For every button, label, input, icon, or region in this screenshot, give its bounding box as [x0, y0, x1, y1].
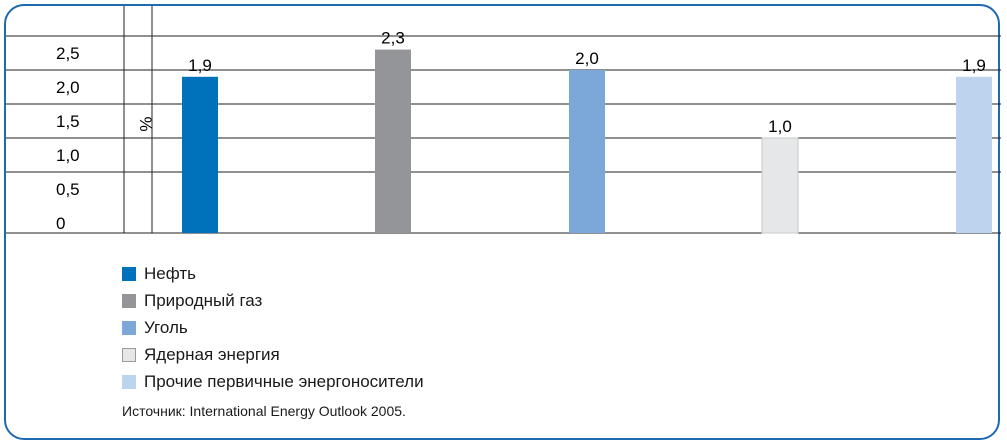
bar-value-label: 2,3 — [381, 29, 405, 48]
legend: Нефть Природный газ Уголь Ядерная энерги… — [122, 260, 424, 395]
legend-swatch-coal — [122, 320, 136, 335]
axis-lines — [123, 6, 153, 233]
legend-label-other: Прочие первичные энергоносители — [144, 371, 424, 391]
bar-value-label: 1,9 — [188, 56, 212, 75]
legend-item-nuclear: Ядерная энергия — [122, 341, 424, 368]
legend-swatch-oil — [122, 266, 136, 281]
bar — [182, 76, 218, 233]
y-tick-label: 1,5 — [56, 112, 80, 131]
y-tick-label: 2,0 — [56, 78, 80, 97]
legend-item-coal: Уголь — [122, 314, 424, 341]
bars — [182, 49, 992, 234]
y-axis-unit-label: % — [136, 116, 155, 131]
legend-swatch-other — [122, 374, 136, 389]
legend-item-gas: Природный газ — [122, 287, 424, 314]
grid-lines — [6, 35, 1001, 234]
legend-label-nuclear: Ядерная энергия — [144, 344, 280, 364]
y-tick-label: 0 — [56, 214, 65, 233]
legend-item-other: Прочие первичные энергоносители — [122, 368, 424, 395]
y-tick-label: 1,0 — [56, 146, 80, 165]
bar-value-label: 1,0 — [768, 117, 792, 136]
y-tick-labels: 0 0,5 1,0 1,5 2,0 2,5 — [56, 44, 80, 233]
value-labels: 1,9 2,3 2,0 1,0 1,9 — [188, 29, 986, 136]
legend-label-gas: Природный газ — [144, 290, 263, 310]
legend-item-oil: Нефть — [122, 260, 424, 287]
legend-label-coal: Уголь — [144, 317, 188, 337]
bar — [761, 137, 799, 234]
legend-swatch-gas — [122, 293, 136, 308]
bar — [569, 70, 605, 233]
bar-value-label: 1,9 — [962, 56, 986, 75]
source-note: Источник: International Energy Outlook 2… — [122, 403, 406, 419]
bar — [956, 76, 992, 233]
y-tick-label: 0,5 — [56, 180, 80, 199]
bar — [375, 49, 411, 233]
legend-label-oil: Нефть — [144, 263, 196, 283]
legend-swatch-nuclear — [122, 347, 136, 362]
y-tick-label: 2,5 — [56, 44, 80, 63]
bar-value-label: 2,0 — [575, 49, 599, 68]
chart-frame — [4, 4, 1000, 440]
